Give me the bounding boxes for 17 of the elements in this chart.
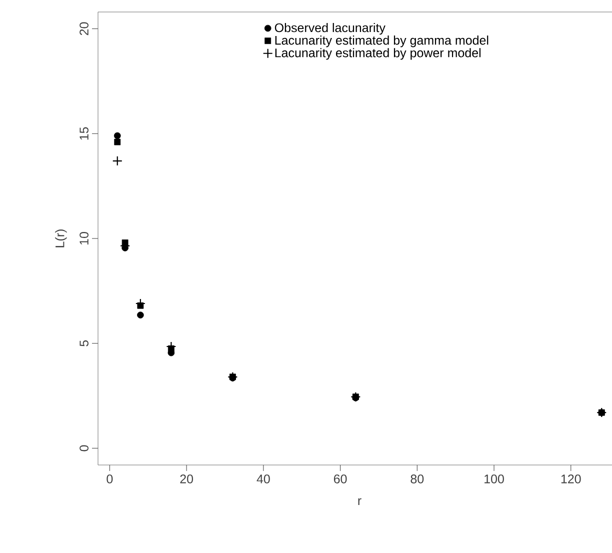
y-tick-label: 10 — [80, 232, 88, 244]
legend-label: Lacunarity estimated by gamma model — [275, 36, 488, 48]
legend-label: Lacunarity estimated by power model — [275, 48, 481, 60]
x-tick-label: 60 — [334, 474, 347, 484]
x-tick-label: 40 — [256, 474, 270, 484]
y-tick-label: 20 — [80, 22, 88, 36]
legend-label: Observed lacunarity — [274, 22, 386, 35]
x-tick-label: 20 — [180, 474, 194, 484]
x-tick-label: 80 — [410, 474, 424, 484]
y-axis-title: L(r) — [55, 230, 67, 248]
y-tick-label: 15 — [80, 127, 88, 140]
x-tick-label: 0 — [106, 474, 113, 484]
y-tick-label: 5 — [80, 340, 88, 346]
y-tick-label: 0 — [80, 445, 88, 452]
x-axis-title: r — [358, 498, 362, 505]
x-tick-label: 120 — [561, 474, 581, 484]
x-tick-label: 100 — [484, 474, 504, 484]
